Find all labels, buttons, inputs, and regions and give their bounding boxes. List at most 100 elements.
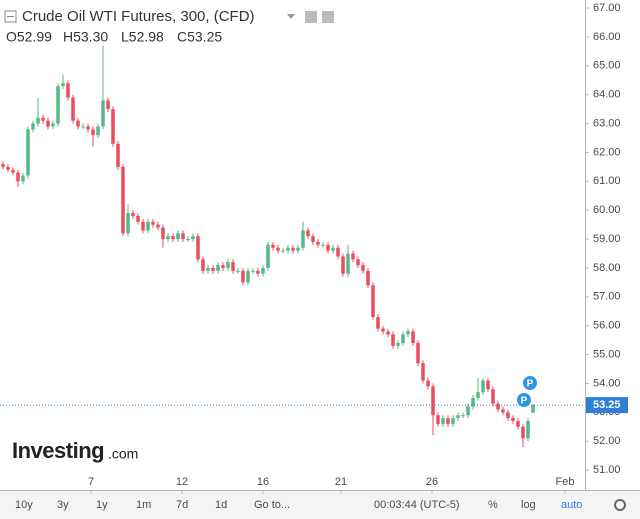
candle-body bbox=[466, 406, 470, 416]
candle-body bbox=[56, 86, 60, 124]
candle-body bbox=[111, 109, 115, 144]
settings-icon[interactable] bbox=[305, 11, 317, 23]
candle-body bbox=[16, 172, 20, 182]
x-tick-label: 16 bbox=[257, 476, 269, 488]
candle-body bbox=[131, 213, 135, 216]
candle-body bbox=[176, 233, 180, 240]
candle-body bbox=[311, 236, 315, 242]
range-button[interactable]: Go to... bbox=[254, 499, 290, 511]
x-tick-label: Feb bbox=[556, 476, 575, 488]
candle-body bbox=[156, 224, 160, 228]
candle-body bbox=[491, 389, 495, 404]
candle-body bbox=[376, 317, 380, 329]
candle-body bbox=[251, 270, 255, 272]
candle-body bbox=[511, 418, 515, 421]
candle-body bbox=[101, 100, 105, 127]
candle-body bbox=[66, 83, 70, 98]
candle-body bbox=[516, 420, 520, 427]
candle-body bbox=[141, 221, 145, 231]
toolbar-settings[interactable] bbox=[614, 499, 626, 511]
ohlc-legend: L52.98 bbox=[121, 29, 164, 45]
candle-body bbox=[341, 256, 345, 274]
y-tick-label: 56.00 bbox=[593, 320, 621, 332]
range-button[interactable]: 1y bbox=[96, 499, 108, 511]
range-button[interactable]: 1d bbox=[215, 499, 227, 511]
candle-body bbox=[116, 143, 120, 167]
ohlc-legend: H53.30 bbox=[63, 29, 108, 45]
candle-body bbox=[201, 259, 205, 271]
event-marker[interactable] bbox=[517, 393, 531, 407]
y-tick-label: 58.00 bbox=[593, 262, 621, 274]
y-tick-label: 64.00 bbox=[593, 89, 621, 101]
candle-body bbox=[151, 221, 155, 225]
candle-body bbox=[81, 126, 85, 128]
y-tick-label: 60.00 bbox=[593, 204, 621, 216]
clock: 00:03:44 (UTC-5) bbox=[374, 499, 460, 511]
gear-icon[interactable] bbox=[322, 11, 334, 23]
candle-body bbox=[11, 169, 15, 173]
candle-body bbox=[96, 126, 100, 136]
candle-body bbox=[26, 129, 30, 176]
candle-body bbox=[226, 262, 230, 268]
range-button[interactable]: 3y bbox=[57, 499, 69, 511]
candle-body bbox=[266, 244, 270, 268]
option-button[interactable]: log bbox=[521, 499, 536, 511]
candle-body bbox=[396, 343, 400, 346]
range-button[interactable]: 1m bbox=[136, 499, 151, 511]
option-button[interactable]: % bbox=[488, 499, 498, 511]
candle-body bbox=[431, 386, 435, 416]
range-button[interactable]: 7d bbox=[176, 499, 188, 511]
dropdown-icon[interactable] bbox=[287, 14, 295, 19]
y-tick-label: 55.00 bbox=[593, 348, 621, 360]
x-tick-label: 12 bbox=[176, 476, 188, 488]
candle-body bbox=[196, 236, 200, 260]
candle-body bbox=[61, 83, 65, 87]
candle-body bbox=[461, 415, 465, 417]
candle-body bbox=[436, 415, 440, 424]
candle-body bbox=[426, 380, 430, 387]
candle-body bbox=[76, 120, 80, 127]
candle-body bbox=[126, 213, 130, 234]
candle-body bbox=[181, 233, 185, 240]
candle-body bbox=[321, 244, 325, 246]
candle-body bbox=[36, 117, 40, 124]
range-button[interactable]: 10y bbox=[15, 499, 33, 511]
ohlc-legend: C53.25 bbox=[177, 29, 222, 45]
candle-body bbox=[236, 270, 240, 272]
candle-body bbox=[356, 259, 360, 266]
y-tick-label: 54.00 bbox=[593, 377, 621, 389]
candle-body bbox=[361, 265, 365, 271]
candle-body bbox=[86, 126, 90, 130]
candle-body bbox=[211, 267, 215, 271]
candle-body bbox=[186, 239, 190, 241]
event-marker[interactable] bbox=[523, 376, 537, 390]
candle-body bbox=[391, 334, 395, 346]
candle-body bbox=[421, 363, 425, 381]
candle-body bbox=[386, 331, 390, 335]
candle-body bbox=[71, 97, 75, 121]
candle-body bbox=[6, 166, 10, 170]
x-tick-label: 26 bbox=[426, 476, 438, 488]
candle-body bbox=[91, 129, 95, 136]
candle-body bbox=[221, 265, 225, 268]
candle-body bbox=[136, 215, 140, 222]
candle-body bbox=[501, 409, 505, 413]
candle-body bbox=[471, 397, 475, 407]
candle-body bbox=[526, 420, 530, 439]
option-button[interactable]: auto bbox=[561, 499, 582, 511]
x-tick-label: 7 bbox=[88, 476, 94, 488]
candle-body bbox=[191, 236, 195, 240]
last-price-label: 53.25 bbox=[593, 399, 621, 411]
candle-body bbox=[381, 328, 385, 332]
x-tick-label: 21 bbox=[335, 476, 347, 488]
candle-body bbox=[451, 418, 455, 424]
candle-body bbox=[326, 244, 330, 251]
candle-body bbox=[166, 236, 170, 240]
candle-body bbox=[246, 270, 250, 283]
candle-body bbox=[331, 247, 335, 251]
candle-body bbox=[261, 267, 265, 274]
y-tick-label: 61.00 bbox=[593, 175, 621, 187]
candle-body bbox=[281, 250, 285, 252]
collapse-icon[interactable] bbox=[4, 10, 17, 23]
y-tick-label: 51.00 bbox=[593, 464, 621, 476]
